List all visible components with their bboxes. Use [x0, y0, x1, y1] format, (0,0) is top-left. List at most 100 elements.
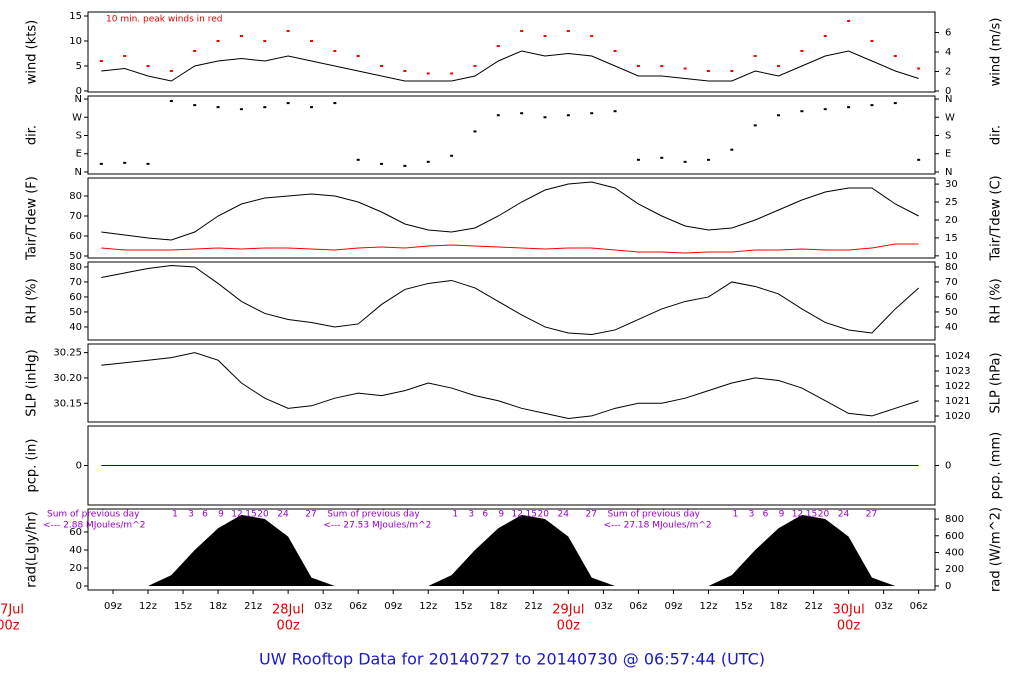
- y2-tick-label: 1020: [945, 411, 970, 422]
- x-tick-label: 03z: [875, 601, 893, 612]
- hour-mark: 1: [733, 510, 739, 520]
- y-tick-label: 20: [69, 563, 82, 574]
- x-tick-label: 21z: [805, 601, 823, 612]
- data-point: [123, 55, 127, 57]
- data-point: [520, 112, 524, 115]
- y2-tick-label: 600: [945, 531, 964, 542]
- data-point: [917, 158, 921, 161]
- hour-mark: 3: [749, 510, 755, 520]
- y-tick-label: N: [75, 167, 82, 178]
- x-tick-label: 06z: [349, 601, 367, 612]
- data-line: [101, 264, 919, 335]
- hour-mark: 15: [806, 510, 817, 520]
- data-point: [403, 70, 407, 72]
- y-axis-label: pcp. (in): [25, 439, 40, 493]
- data-point: [683, 67, 687, 70]
- x-tick-label: 21z: [244, 601, 262, 612]
- data-point: [473, 65, 477, 67]
- hour-mark: 15: [245, 510, 256, 520]
- x-tick-label: 18z: [489, 601, 507, 612]
- y2-axis-label: wind (m/s): [989, 18, 1004, 87]
- x-tick-label: 12z: [419, 601, 437, 612]
- day-label: 27Jul: [0, 603, 24, 618]
- data-point: [683, 160, 687, 163]
- data-point: [590, 35, 594, 37]
- data-point: [169, 70, 173, 72]
- hour-mark: 20: [257, 510, 269, 520]
- data-point: [99, 60, 103, 62]
- data-point: [263, 40, 267, 42]
- x-tick-label: 09z: [664, 601, 682, 612]
- y2-tick-label: 800: [945, 514, 964, 525]
- data-point: [847, 20, 851, 22]
- data-point: [800, 50, 804, 52]
- x-tick-label: 06z: [629, 601, 647, 612]
- x-tick-label: 00z: [837, 619, 861, 634]
- panel: [87, 261, 936, 341]
- y-axis-label: SLP (inHg): [25, 349, 40, 417]
- panel: [87, 343, 936, 423]
- hour-mark: 24: [558, 510, 570, 520]
- data-point: [450, 72, 454, 75]
- y2-tick-label: 0: [945, 86, 951, 97]
- y-tick-label: 60: [69, 231, 82, 242]
- data-point: [753, 124, 757, 127]
- day-label: 30Jul: [832, 603, 864, 618]
- y2-tick-label: 1022: [945, 381, 970, 392]
- y2-tick-label: 15: [945, 233, 958, 244]
- y2-axis-label: dir.: [989, 125, 1004, 145]
- data-point: [450, 154, 454, 157]
- data-point: [496, 114, 500, 117]
- data-line: [101, 181, 919, 241]
- y2-tick-label: 60: [945, 292, 958, 303]
- y-tick-label: 60: [69, 527, 82, 538]
- day-total: <--- 2.88 MJoules/m^2: [43, 521, 145, 531]
- data-point: [333, 102, 337, 105]
- data-point: [426, 72, 430, 75]
- hour-mark: 6: [202, 510, 208, 520]
- y-tick-label: 70: [69, 211, 82, 222]
- y-axis-label: dir.: [25, 125, 40, 145]
- data-point: [893, 55, 897, 57]
- data-point: [216, 106, 220, 109]
- day-label: 28Jul: [272, 603, 304, 618]
- data-point: [356, 158, 360, 161]
- day-total: <--- 27.53 MJoules/m^2: [323, 521, 431, 531]
- x-tick-label: 12z: [139, 601, 157, 612]
- hour-mark: 20: [818, 510, 830, 520]
- hour-mark: 6: [763, 510, 769, 520]
- y-tick-label: 80: [69, 191, 82, 202]
- x-tick-label: 18z: [209, 601, 227, 612]
- data-point: [730, 70, 734, 72]
- y-tick-label: 30.25: [53, 348, 82, 359]
- x-tick-label: 15z: [174, 601, 192, 612]
- data-point: [286, 102, 290, 105]
- x-tick-label: 12z: [699, 601, 717, 612]
- y-tick-label: 30.20: [53, 373, 82, 384]
- y-axis-label: wind (kts): [25, 20, 40, 84]
- y-axis-label: RH (%): [25, 278, 40, 323]
- hour-mark: 12: [512, 510, 523, 520]
- hour-mark: 6: [482, 510, 488, 520]
- y2-tick-label: 70: [945, 277, 958, 288]
- x-tick-label: 21z: [524, 601, 542, 612]
- y-tick-label: E: [76, 149, 82, 160]
- data-point: [146, 162, 150, 165]
- data-point: [309, 40, 313, 42]
- y2-tick-label: 1023: [945, 366, 970, 377]
- y2-axis-label: pcp. (mm): [989, 432, 1004, 499]
- hour-mark: 3: [188, 510, 194, 520]
- hour-mark: 9: [498, 510, 504, 520]
- data-point: [823, 108, 827, 111]
- y2-tick-label: N: [945, 167, 952, 178]
- y2-tick-label: 6: [945, 27, 951, 38]
- data-point: [613, 50, 617, 52]
- data-point: [333, 50, 337, 52]
- hour-mark: 24: [838, 510, 850, 520]
- y-tick-label: 10: [69, 36, 82, 47]
- hour-mark: 1: [172, 510, 178, 520]
- y-tick-label: 50: [69, 251, 82, 262]
- data-point: [403, 164, 407, 167]
- y-tick-label: 5: [76, 61, 82, 72]
